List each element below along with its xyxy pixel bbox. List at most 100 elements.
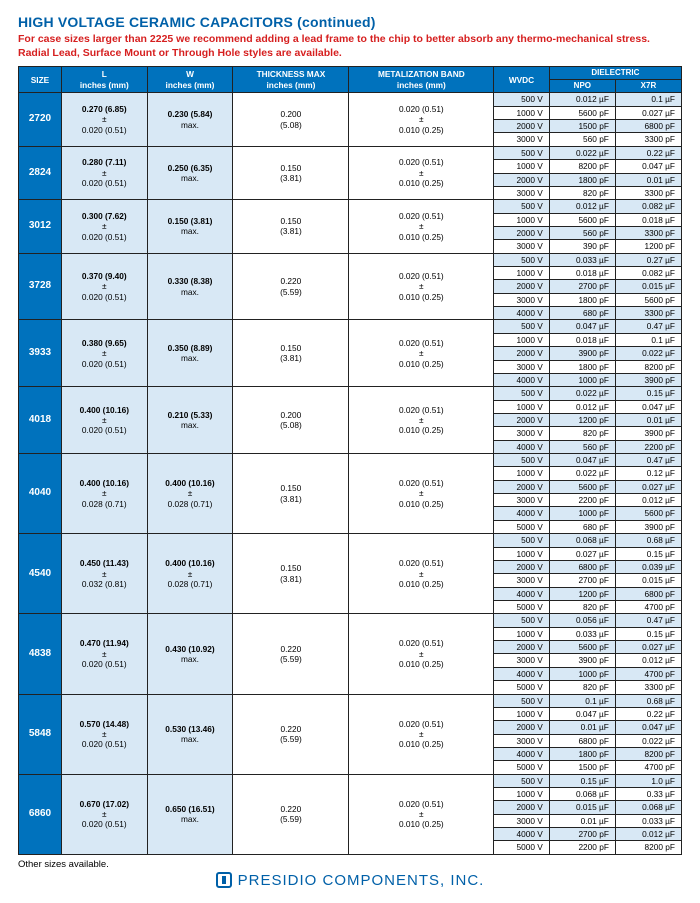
cell-npo: 6800 pF <box>549 734 615 747</box>
cell-thickness: 0.200(5.08) <box>233 93 349 146</box>
cell-x7r: 0.015 µF <box>615 574 681 587</box>
cell-wvdc: 1000 V <box>494 267 550 280</box>
cell-x7r: 3300 pF <box>615 186 681 199</box>
cell-x7r: 4700 pF <box>615 761 681 774</box>
cell-l: 0.270 (6.85)±0.020 (0.51) <box>61 93 147 146</box>
cell-x7r: 4700 pF <box>615 667 681 680</box>
cell-thickness: 0.220(5.59) <box>233 694 349 774</box>
cell-wvdc: 1000 V <box>494 547 550 560</box>
cell-wvdc: 5000 V <box>494 681 550 694</box>
cell-npo: 0.022 µF <box>549 467 615 480</box>
cell-x7r: 5600 pF <box>615 507 681 520</box>
cell-x7r: 0.082 µF <box>615 200 681 213</box>
table-row: 27200.270 (6.85)±0.020 (0.51)0.230 (5.84… <box>19 93 682 106</box>
cell-npo: 0.015 µF <box>549 801 615 814</box>
cell-npo: 0.012 µF <box>549 400 615 413</box>
cell-wvdc: 500 V <box>494 774 550 787</box>
cell-x7r: 4700 pF <box>615 601 681 614</box>
cell-thickness: 0.150(3.81) <box>233 534 349 614</box>
cell-x7r: 0.33 µF <box>615 788 681 801</box>
cell-wvdc: 500 V <box>494 200 550 213</box>
cell-w: 0.330 (8.38)max. <box>147 253 233 320</box>
cell-x7r: 0.027 µF <box>615 106 681 119</box>
capacitor-table: SIZE Linches (mm) Winches (mm) THICKNESS… <box>18 66 682 854</box>
cell-thickness: 0.150(3.81) <box>233 320 349 387</box>
cell-npo: 1800 pF <box>549 293 615 306</box>
cell-w: 0.230 (5.84)max. <box>147 93 233 146</box>
page-title: HIGH VOLTAGE CERAMIC CAPACITORS (continu… <box>18 14 682 30</box>
cell-wvdc: 1000 V <box>494 400 550 413</box>
cell-x7r: 8200 pF <box>615 841 681 854</box>
cell-x7r: 0.47 µF <box>615 320 681 333</box>
cell-wvdc: 1000 V <box>494 333 550 346</box>
col-w: Winches (mm) <box>147 67 233 93</box>
cell-wvdc: 1000 V <box>494 707 550 720</box>
cell-npo: 0.068 µF <box>549 788 615 801</box>
cell-wvdc: 3000 V <box>494 574 550 587</box>
cell-wvdc: 3000 V <box>494 654 550 667</box>
cell-npo: 560 pF <box>549 226 615 239</box>
cell-wvdc: 4000 V <box>494 747 550 760</box>
cell-wvdc: 3000 V <box>494 427 550 440</box>
cell-npo: 0.012 µF <box>549 200 615 213</box>
cell-w: 0.400 (10.16)±0.028 (0.71) <box>147 454 233 534</box>
cell-metalization: 0.020 (0.51)±0.010 (0.25) <box>349 454 494 534</box>
table-row: 68600.670 (17.02)±0.020 (0.51)0.650 (16.… <box>19 774 682 787</box>
cell-x7r: 0.047 µF <box>615 721 681 734</box>
cell-wvdc: 2000 V <box>494 120 550 133</box>
cell-x7r: 0.015 µF <box>615 280 681 293</box>
cell-npo: 8200 pF <box>549 160 615 173</box>
cell-npo: 1800 pF <box>549 747 615 760</box>
cell-x7r: 0.01 µF <box>615 173 681 186</box>
cell-wvdc: 3000 V <box>494 494 550 507</box>
cell-npo: 0.033 µF <box>549 627 615 640</box>
cell-wvdc: 3000 V <box>494 133 550 146</box>
cell-w: 0.350 (8.89)max. <box>147 320 233 387</box>
cell-npo: 2200 pF <box>549 841 615 854</box>
cell-x7r: 0.022 µF <box>615 734 681 747</box>
cell-npo: 0.018 µF <box>549 267 615 280</box>
cell-wvdc: 500 V <box>494 253 550 266</box>
cell-metalization: 0.020 (0.51)±0.010 (0.25) <box>349 387 494 454</box>
cell-npo: 1200 pF <box>549 413 615 426</box>
table-row: 58480.570 (14.48)±0.020 (0.51)0.530 (13.… <box>19 694 682 707</box>
cell-size: 2720 <box>19 93 62 146</box>
cell-wvdc: 3000 V <box>494 360 550 373</box>
cell-npo: 390 pF <box>549 240 615 253</box>
cell-x7r: 3900 pF <box>615 373 681 386</box>
table-row: 39330.380 (9.65)±0.020 (0.51)0.350 (8.89… <box>19 320 682 333</box>
company-logo-icon <box>216 872 232 888</box>
cell-x7r: 0.047 µF <box>615 160 681 173</box>
cell-metalization: 0.020 (0.51)±0.010 (0.25) <box>349 534 494 614</box>
cell-npo: 680 pF <box>549 520 615 533</box>
cell-x7r: 0.22 µF <box>615 146 681 159</box>
cell-size: 3728 <box>19 253 62 320</box>
cell-wvdc: 2000 V <box>494 226 550 239</box>
cell-metalization: 0.020 (0.51)±0.010 (0.25) <box>349 200 494 253</box>
cell-wvdc: 2000 V <box>494 280 550 293</box>
cell-size: 3933 <box>19 320 62 387</box>
cell-wvdc: 500 V <box>494 320 550 333</box>
page-subtitle: For case sizes larger than 2225 we recom… <box>18 32 682 60</box>
cell-x7r: 0.082 µF <box>615 267 681 280</box>
cell-npo: 0.15 µF <box>549 774 615 787</box>
cell-x7r: 0.022 µF <box>615 347 681 360</box>
cell-metalization: 0.020 (0.51)±0.010 (0.25) <box>349 253 494 320</box>
cell-x7r: 0.018 µF <box>615 213 681 226</box>
table-body: 27200.270 (6.85)±0.020 (0.51)0.230 (5.84… <box>19 93 682 854</box>
cell-l: 0.400 (10.16)±0.020 (0.51) <box>61 387 147 454</box>
cell-npo: 0.018 µF <box>549 333 615 346</box>
cell-w: 0.250 (6.35)max. <box>147 146 233 199</box>
cell-l: 0.470 (11.94)±0.020 (0.51) <box>61 614 147 694</box>
cell-x7r: 1.0 µF <box>615 774 681 787</box>
cell-npo: 0.01 µF <box>549 814 615 827</box>
cell-npo: 6800 pF <box>549 560 615 573</box>
cell-npo: 0.012 µF <box>549 93 615 106</box>
cell-npo: 2700 pF <box>549 280 615 293</box>
cell-wvdc: 4000 V <box>494 587 550 600</box>
cell-wvdc: 500 V <box>494 454 550 467</box>
cell-npo: 3900 pF <box>549 347 615 360</box>
cell-x7r: 0.68 µF <box>615 534 681 547</box>
cell-npo: 1500 pF <box>549 761 615 774</box>
col-size: SIZE <box>19 67 62 93</box>
